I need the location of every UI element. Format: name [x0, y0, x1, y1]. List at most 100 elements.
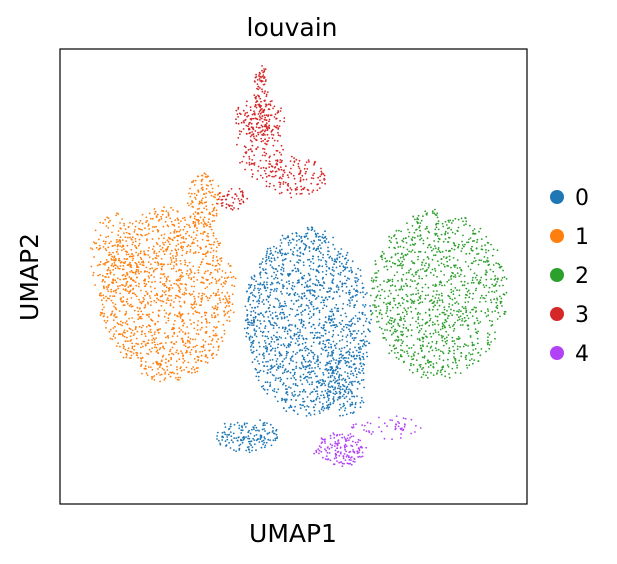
data-point: [302, 388, 305, 391]
data-point: [196, 329, 199, 331]
data-point: [133, 321, 136, 323]
data-point: [118, 259, 121, 262]
data-point: [218, 439, 220, 442]
data-point: [204, 361, 207, 363]
data-point: [425, 322, 427, 324]
data-point: [322, 237, 325, 240]
data-point: [397, 302, 400, 305]
data-point: [349, 348, 351, 351]
data-point: [289, 248, 292, 251]
data-point: [315, 337, 318, 340]
data-point: [209, 251, 212, 254]
data-point: [298, 238, 300, 241]
data-point: [444, 326, 446, 329]
data-point: [310, 376, 312, 379]
data-point: [437, 247, 440, 249]
data-point: [275, 170, 278, 173]
data-point: [338, 373, 341, 376]
data-point: [191, 304, 194, 306]
data-point: [104, 281, 106, 283]
data-point: [295, 235, 298, 238]
data-point: [373, 304, 376, 307]
data-point: [484, 261, 487, 263]
data-point: [175, 283, 178, 285]
data-point: [329, 391, 332, 394]
data-point: [171, 287, 174, 289]
data-point: [298, 167, 301, 170]
data-point: [262, 370, 265, 373]
data-point: [209, 225, 212, 228]
data-point: [302, 277, 305, 280]
data-point: [338, 361, 341, 364]
data-point: [352, 351, 354, 354]
data-point: [322, 233, 324, 236]
data-point: [318, 265, 321, 267]
data-point: [437, 220, 440, 223]
data-point: [436, 216, 439, 219]
data-point: [391, 317, 394, 320]
data-point: [274, 268, 277, 270]
data-point: [250, 126, 253, 129]
data-point: [269, 439, 271, 442]
data-point: [332, 334, 335, 336]
data-point: [278, 306, 281, 309]
data-point: [272, 430, 274, 432]
data-point: [181, 331, 184, 333]
data-point: [182, 236, 185, 238]
data-point: [117, 323, 120, 326]
data-point: [293, 371, 296, 374]
data-point: [131, 271, 134, 274]
data-point: [161, 283, 164, 285]
data-point: [431, 308, 434, 311]
data-point: [402, 340, 404, 343]
data-point: [417, 292, 420, 295]
data-point: [397, 279, 399, 282]
data-point: [255, 335, 258, 338]
data-point: [194, 300, 197, 303]
data-point: [184, 261, 187, 264]
data-point: [269, 104, 272, 107]
data-point: [189, 273, 191, 275]
data-point: [450, 266, 452, 269]
data-point: [272, 327, 275, 329]
data-point: [267, 307, 270, 310]
data-point: [341, 282, 344, 285]
data-point: [320, 394, 322, 397]
data-point: [117, 342, 119, 345]
data-point: [463, 275, 466, 277]
data-point: [318, 318, 321, 321]
data-point: [315, 279, 318, 281]
data-point: [443, 325, 446, 327]
data-point: [261, 69, 263, 72]
data-point: [321, 271, 324, 273]
data-point: [155, 216, 158, 219]
data-point: [421, 277, 423, 280]
data-point: [334, 386, 336, 389]
data-point: [153, 252, 155, 255]
data-point: [441, 368, 444, 371]
data-point: [180, 269, 183, 272]
data-point: [271, 347, 274, 350]
data-point: [348, 351, 351, 354]
data-point: [271, 317, 274, 320]
data-point: [114, 244, 116, 247]
data-point: [145, 372, 148, 375]
data-point: [205, 252, 208, 255]
data-point: [335, 380, 337, 383]
data-point: [345, 323, 347, 326]
data-point: [263, 285, 266, 287]
data-point: [444, 319, 447, 322]
data-point: [261, 88, 263, 91]
data-point: [408, 269, 410, 272]
data-point: [411, 280, 414, 283]
data-point: [124, 236, 127, 239]
data-point: [268, 353, 270, 355]
data-point: [443, 308, 446, 311]
data-point: [395, 339, 398, 341]
data-point: [271, 312, 274, 314]
data-point: [139, 352, 142, 354]
data-point: [411, 317, 414, 319]
data-point: [140, 315, 142, 318]
data-point: [170, 358, 173, 361]
data-point: [335, 359, 338, 361]
